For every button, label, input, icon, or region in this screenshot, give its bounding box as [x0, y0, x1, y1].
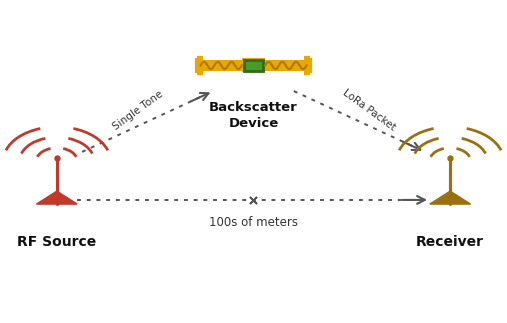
Text: Receiver: Receiver [416, 234, 484, 249]
Polygon shape [37, 191, 77, 204]
Text: 100s of meters: 100s of meters [209, 216, 298, 229]
Text: Backscatter
Device: Backscatter Device [209, 101, 298, 130]
Polygon shape [430, 191, 470, 204]
Bar [198, 60, 309, 70]
Bar [244, 60, 263, 71]
Text: RF Source: RF Source [17, 234, 96, 249]
Text: LoRa Packet: LoRa Packet [341, 88, 397, 133]
Bar [242, 58, 265, 72]
Text: Single Tone: Single Tone [111, 89, 164, 132]
